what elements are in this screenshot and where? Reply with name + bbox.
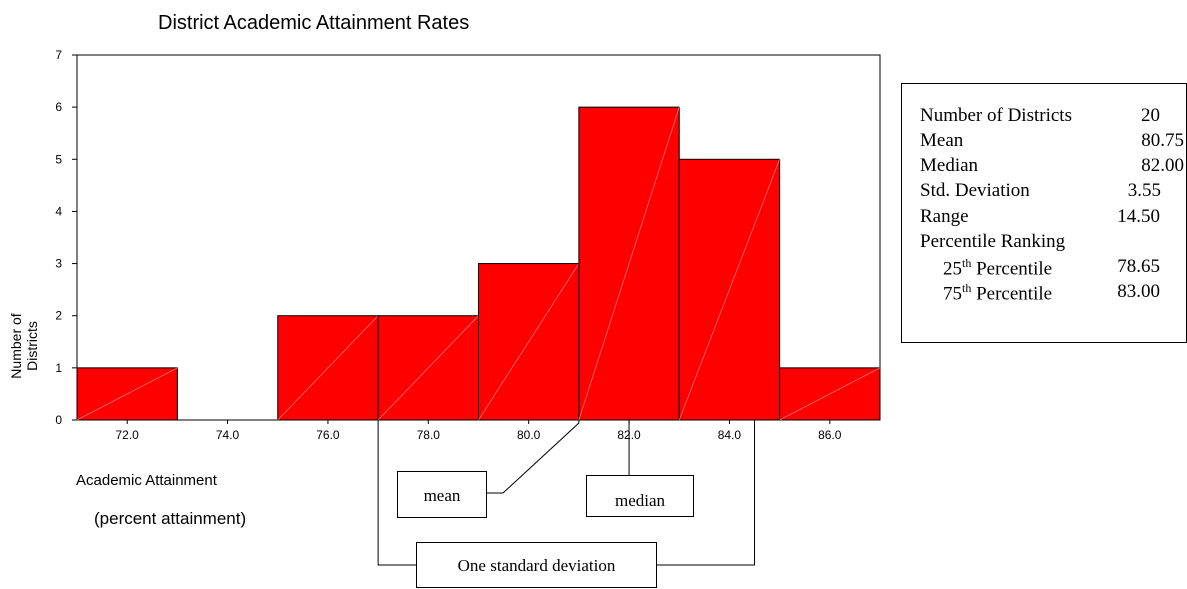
mean-callout: mean <box>397 471 487 518</box>
stat-p25-label: 25th Percentile <box>943 256 1053 280</box>
stat-districts-label: Number of Districts <box>920 105 1072 126</box>
y-tick-label: 3 <box>55 257 62 271</box>
stat-median-label: Median <box>920 155 979 176</box>
bar-hatch-line <box>478 263 580 421</box>
bar-hatch-line <box>76 367 178 421</box>
x-axis-label: Academic Attainment <box>76 472 217 489</box>
y-tick-label: 4 <box>55 204 62 218</box>
stat-range-value: 14.50 <box>1117 206 1160 227</box>
stat-std-value: 3.55 <box>1127 180 1161 201</box>
std-dev-callout: One standard deviation <box>416 542 657 588</box>
bar-hatch-line <box>277 315 379 421</box>
stat-median-value: 82.00 <box>1141 155 1184 176</box>
bar-hatch-line <box>377 315 479 421</box>
chart-title: District Academic Attainment Rates <box>158 12 470 34</box>
summary-statistics-box: Number of Districts 20 Mean 80.75 Median… <box>901 83 1187 343</box>
y-tick-label: 1 <box>55 361 62 375</box>
stat-districts-value: 20 <box>1141 105 1160 126</box>
y-tick-label: 7 <box>55 48 62 62</box>
bar-hatch-line <box>578 107 680 421</box>
median-callout: median <box>586 475 694 517</box>
stat-p75-label: 75th Percentile <box>943 281 1053 305</box>
x-tick-label: 76.0 <box>316 428 340 442</box>
stat-percentile-ranking-label: Percentile Ranking <box>920 231 1066 252</box>
x-axis-sublabel: (percent attainment) <box>94 509 247 528</box>
stat-mean-value: 80.75 <box>1141 130 1184 151</box>
stat-std-label: Std. Deviation <box>920 180 1030 201</box>
x-tick-label: 78.0 <box>417 428 441 442</box>
x-tick-label: 86.0 <box>818 428 842 442</box>
std-dev-right-bracket <box>657 420 756 566</box>
y-tick-label: 6 <box>55 100 62 114</box>
stat-mean-label: Mean <box>920 130 964 151</box>
mean-leader-line <box>487 420 580 494</box>
bar-hatch-line <box>678 159 780 421</box>
y-tick-label: 2 <box>55 309 62 323</box>
x-tick-label: 84.0 <box>718 428 742 442</box>
std-dev-left-bracket <box>377 420 416 566</box>
std-dev-callout-label: One standard deviation <box>457 556 616 575</box>
x-tick-label: 74.0 <box>216 428 240 442</box>
y-tick-label: 5 <box>55 152 62 166</box>
x-tick-label: 80.0 <box>517 428 541 442</box>
stat-p75-value: 83.00 <box>1117 281 1160 302</box>
median-callout-label: median <box>614 491 666 510</box>
stat-range-label: Range <box>920 206 969 227</box>
bar-hatch-line <box>779 367 881 421</box>
mean-callout-label: mean <box>423 486 461 505</box>
y-tick-label: 0 <box>55 413 62 427</box>
x-tick-label: 72.0 <box>116 428 140 442</box>
stat-p25-value: 78.65 <box>1117 256 1160 277</box>
y-axis-label: Number of Districts <box>8 313 40 379</box>
